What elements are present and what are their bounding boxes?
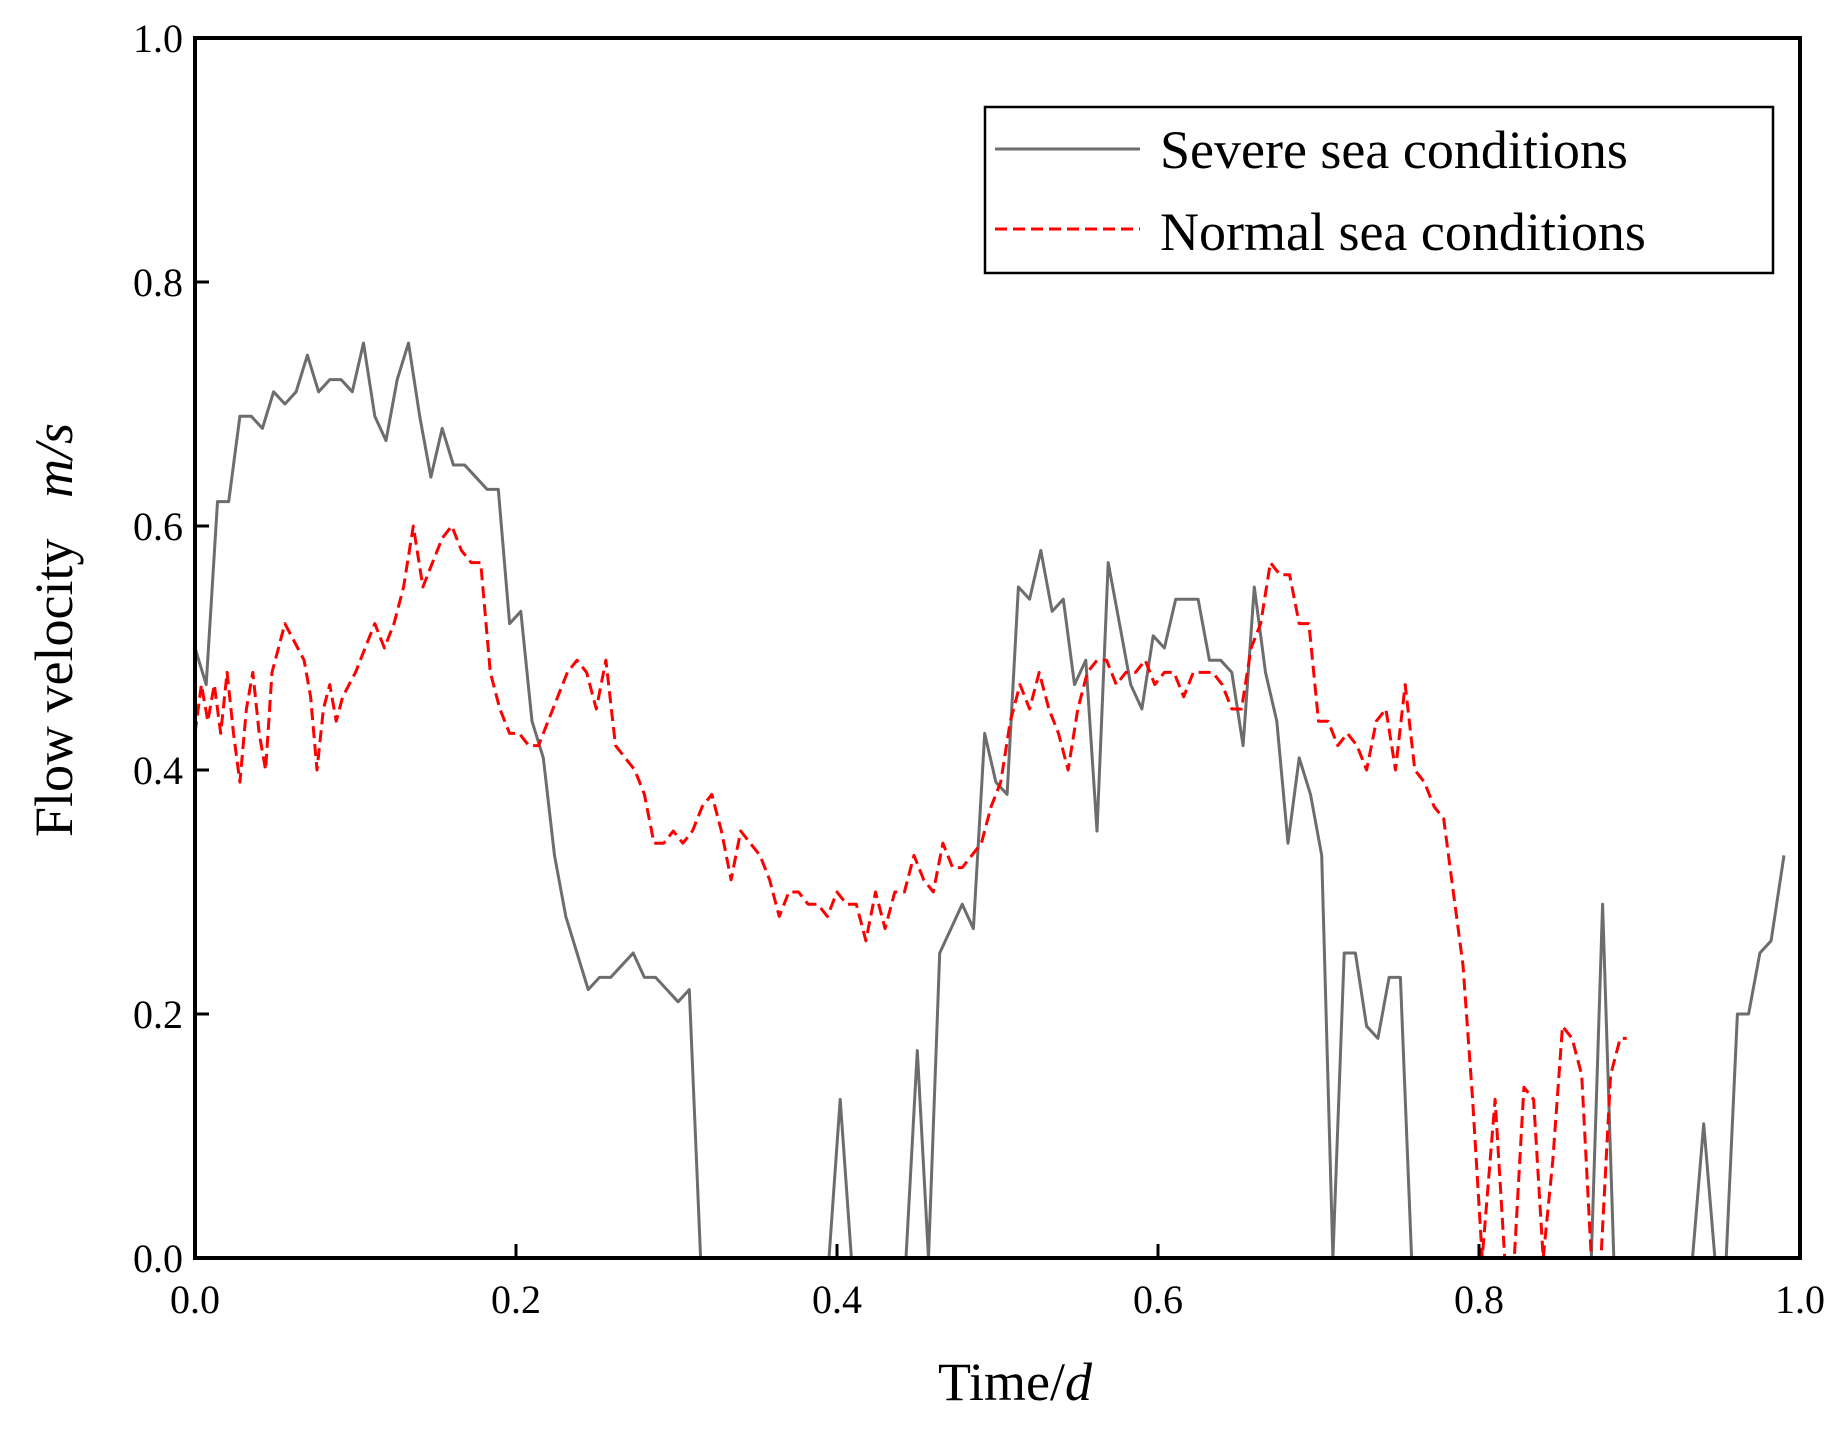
y-axis-title-text: Flow velocity xyxy=(24,498,84,837)
y-tick-label: 1.0 xyxy=(133,16,183,61)
y-tick-label: 0.0 xyxy=(133,1236,183,1281)
x-axis-unit: d xyxy=(1065,1352,1093,1412)
legend-label-normal: Normal sea conditions xyxy=(1160,202,1646,262)
y-tick-label: 0.4 xyxy=(133,748,183,793)
x-axis-title-text: Time/ xyxy=(938,1352,1065,1412)
x-tick-label: 0.0 xyxy=(170,1277,220,1322)
plot-frame xyxy=(193,36,1802,1260)
series-line-severe xyxy=(193,341,1786,1260)
x-tick-label: 0.4 xyxy=(812,1277,862,1322)
x-tick-label: 1.0 xyxy=(1775,1277,1825,1322)
legend-label-severe: Severe sea conditions xyxy=(1160,120,1628,180)
ticks-layer: 0.0 0.2 0.4 0.6 0.8 1.0 0.0 0.2 0.4 0.6 0.8 1.0 xyxy=(133,16,1825,1322)
x-tick-label: 0.2 xyxy=(491,1277,541,1322)
y-axis-title: Flow velocity m/s xyxy=(24,423,84,837)
legend: Severe sea conditions Normal sea conditi… xyxy=(983,105,1775,275)
y-tick-label: 0.6 xyxy=(133,504,183,549)
x-axis-title: Time/d xyxy=(938,1352,1093,1412)
series-line-normal xyxy=(193,524,1627,1260)
series-layer xyxy=(193,341,1786,1260)
legend-box xyxy=(983,105,1775,275)
y-axis-unit: m/s xyxy=(24,423,84,498)
y-tick-label: 0.2 xyxy=(133,992,183,1037)
x-tick-label: 0.8 xyxy=(1454,1277,1504,1322)
y-tick-label: 0.8 xyxy=(133,260,183,305)
x-tick-label: 0.6 xyxy=(1133,1277,1183,1322)
